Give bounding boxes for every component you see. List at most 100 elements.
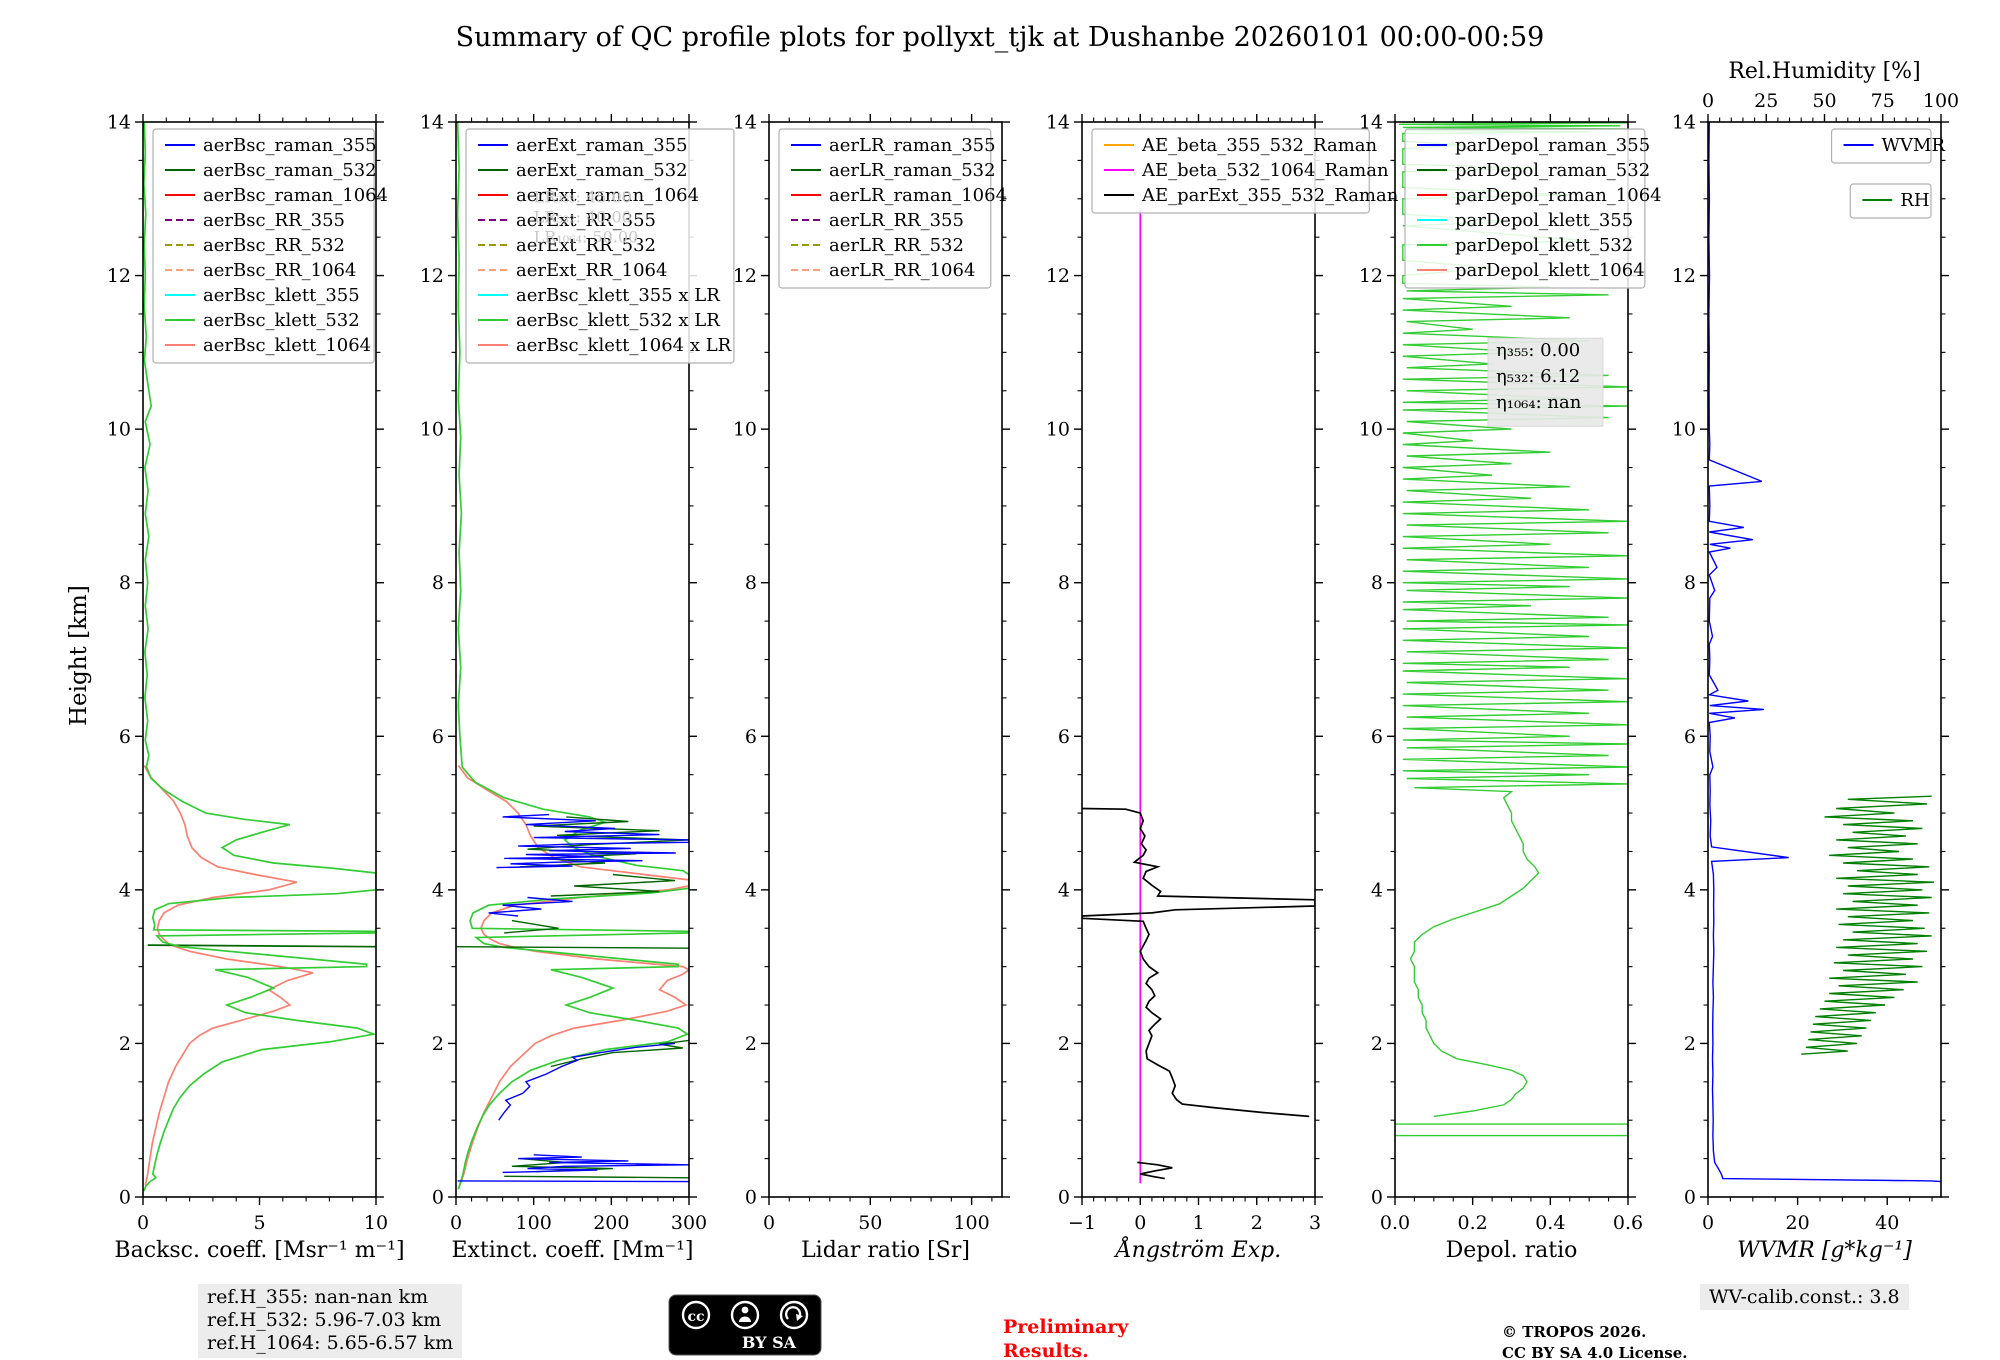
- x-tick-label: 100: [953, 1212, 989, 1234]
- x-tick-label: 1: [1192, 1212, 1204, 1234]
- legend: aerLR_raman_355 aerLR_raman_532 aerLR_rama…: [778, 128, 1007, 289]
- preliminary-note: Preliminary Results.: [1003, 1316, 1128, 1360]
- legend-label: aerExt_RR_1064: [516, 260, 667, 281]
- y-tick-label: 4: [1371, 879, 1383, 901]
- cc-license-badge: cc BY SA: [668, 1294, 822, 1360]
- attribution-person-icon: [730, 1300, 760, 1330]
- legend-label: aerBsc_klett_532 x LR: [516, 310, 720, 331]
- legend: parDepol_raman_355 parDepol_raman_532 parD…: [1404, 128, 1662, 289]
- y-tick-label: 2: [1684, 1033, 1696, 1055]
- x-tick-label: −1: [1068, 1212, 1096, 1234]
- series-group: [1708, 122, 1941, 1183]
- x-axis-label: Extinct. coeff. [Mm⁻¹]: [451, 1238, 693, 1263]
- reference-height-note: ref.H_355: nan-nan km ref.H_532: 5.96-7.…: [198, 1284, 463, 1358]
- top-tick-label: 0: [1702, 90, 1714, 112]
- share-alike-arrow-icon: [779, 1300, 809, 1330]
- series-group: [1395, 122, 1628, 1137]
- legend-label: AE_beta_355_532_Raman: [1141, 135, 1377, 156]
- y-tick-label: 6: [432, 726, 444, 748]
- annotation-text: η₅₃₂: 6.12: [1496, 366, 1580, 387]
- y-tick-label: 0: [432, 1187, 444, 1209]
- y-tick-label: 10: [733, 419, 757, 441]
- y-tick-label: 14: [733, 112, 757, 134]
- legend-label: aerLR_raman_532: [829, 160, 996, 181]
- x-tick-label: 0.0: [1380, 1212, 1410, 1234]
- copyright-note: © TROPOS 2026. CC BY SA 4.0 License.: [1502, 1322, 1688, 1360]
- panel-depol: 0.0 0.2 0.4 0.6 0 2 4 6 8 10 12 14 Depol. ratio parDe…: [1359, 112, 1662, 1264]
- legend-label: parDepol_raman_355: [1455, 135, 1650, 156]
- y-tick-label: 0: [745, 1187, 757, 1209]
- annotation-text: η₃₅₅: 0.00: [1496, 340, 1580, 361]
- legend-label: aerLR_RR_355: [829, 210, 964, 231]
- y-tick-label: 12: [733, 265, 757, 287]
- x-tick-label: 20: [1786, 1212, 1810, 1234]
- y-tick-label: 4: [432, 879, 444, 901]
- y-tick-label: 2: [745, 1033, 757, 1055]
- series-AE_parExt_355_532_Raman: [1082, 807, 1315, 1180]
- annotation-text: LR₅₃₂: 40.00: [534, 208, 632, 227]
- y-tick-label: 10: [420, 419, 444, 441]
- y-tick-label: 2: [1371, 1033, 1383, 1055]
- annotation-text: η₁₀₆₄: nan: [1496, 392, 1582, 413]
- annotation-text: LR₁₀₆₄: 50.00: [534, 228, 639, 247]
- x-tick-label: 2: [1251, 1212, 1263, 1234]
- figure-title: Summary of QC profile plots for pollyxt_…: [455, 22, 1545, 53]
- wv-calibration-note: WV-calib.const.: 3.8: [1700, 1284, 1909, 1310]
- x-axis-label: Lidar ratio [Sr]: [801, 1238, 970, 1263]
- x-tick-label: 0: [1134, 1212, 1146, 1234]
- series-group: [143, 122, 376, 1192]
- x-tick-label: 0: [1702, 1212, 1714, 1234]
- cc-badge-graphic: cc BY SA: [668, 1294, 822, 1356]
- y-tick-label: 10: [1672, 419, 1696, 441]
- series-parDepol_klett_532: [1395, 122, 1628, 1137]
- legend-label: parDepol_klett_532: [1455, 235, 1633, 256]
- series-WVMR: [1708, 122, 1941, 1183]
- legend-label: parDepol_raman_532: [1455, 160, 1650, 181]
- person-body: [739, 1316, 751, 1322]
- y-tick-label: 4: [119, 879, 131, 901]
- x-tick-label: 300: [671, 1212, 707, 1234]
- y-tick-label: 8: [119, 572, 131, 594]
- legend-label: AE_beta_532_1064_Raman: [1141, 160, 1389, 181]
- panel-frame: [1081, 121, 1316, 1198]
- x-tick-label: 0.2: [1458, 1212, 1488, 1234]
- x-axis-label: Ångström Exp.: [1113, 1235, 1281, 1263]
- x-tick-label: 0: [763, 1212, 775, 1234]
- y-tick-label: 6: [1371, 726, 1383, 748]
- y-tick-label: 10: [107, 419, 131, 441]
- legend-label: WVMR: [1882, 135, 1946, 156]
- annotation-text: LR₃₅₅: 45.00: [534, 188, 632, 207]
- top-axis-label: Rel.Humidity [%]: [1728, 59, 1920, 84]
- y-tick-label: 0: [1371, 1187, 1383, 1209]
- y-tick-label: 8: [1371, 572, 1383, 594]
- copyright-line-1: © TROPOS 2026.: [1502, 1323, 1647, 1341]
- y-tick-label: 12: [420, 265, 444, 287]
- legend-label: AE_parExt_355_532_Raman: [1141, 185, 1399, 206]
- panel-lidar-ratio: 0 50 100 0 2 4 6 8 10 12 14 Lidar ratio [Sr] aerLR_r…: [733, 112, 1010, 1263]
- legend-label: aerExt_RR_355: [516, 210, 656, 231]
- legend: WVMR: [1830, 128, 1946, 164]
- top-tick-label: 75: [1871, 90, 1895, 112]
- series-RH: [1801, 795, 1935, 1055]
- x-axis-label: WVMR [g*kg⁻¹]: [1737, 1238, 1912, 1263]
- series-aerBsc_raman_532: [147, 944, 376, 948]
- x-axis-label: Backsc. coeff. [Msr⁻¹ m⁻¹]: [114, 1238, 404, 1263]
- legend: RH: [1849, 183, 1932, 219]
- x-tick-label: 100: [516, 1212, 552, 1234]
- y-tick-label: 6: [745, 726, 757, 748]
- legend-label: aerBsc_raman_355: [203, 135, 377, 156]
- top-tick-label: 25: [1754, 90, 1778, 112]
- x-axis-label: Depol. ratio: [1446, 1238, 1578, 1263]
- x-tick-label: 50: [858, 1212, 882, 1234]
- series-group: [456, 122, 689, 1190]
- y-tick-label: 8: [745, 572, 757, 594]
- legend-label: parDepol_klett_355: [1455, 210, 1633, 231]
- x-tick-label: 40: [1875, 1212, 1899, 1234]
- preliminary-line-2: Results.: [1003, 1339, 1089, 1360]
- x-tick-label: 200: [593, 1212, 629, 1234]
- y-tick-label: 6: [1058, 726, 1070, 748]
- y-tick-label: 0: [1058, 1187, 1070, 1209]
